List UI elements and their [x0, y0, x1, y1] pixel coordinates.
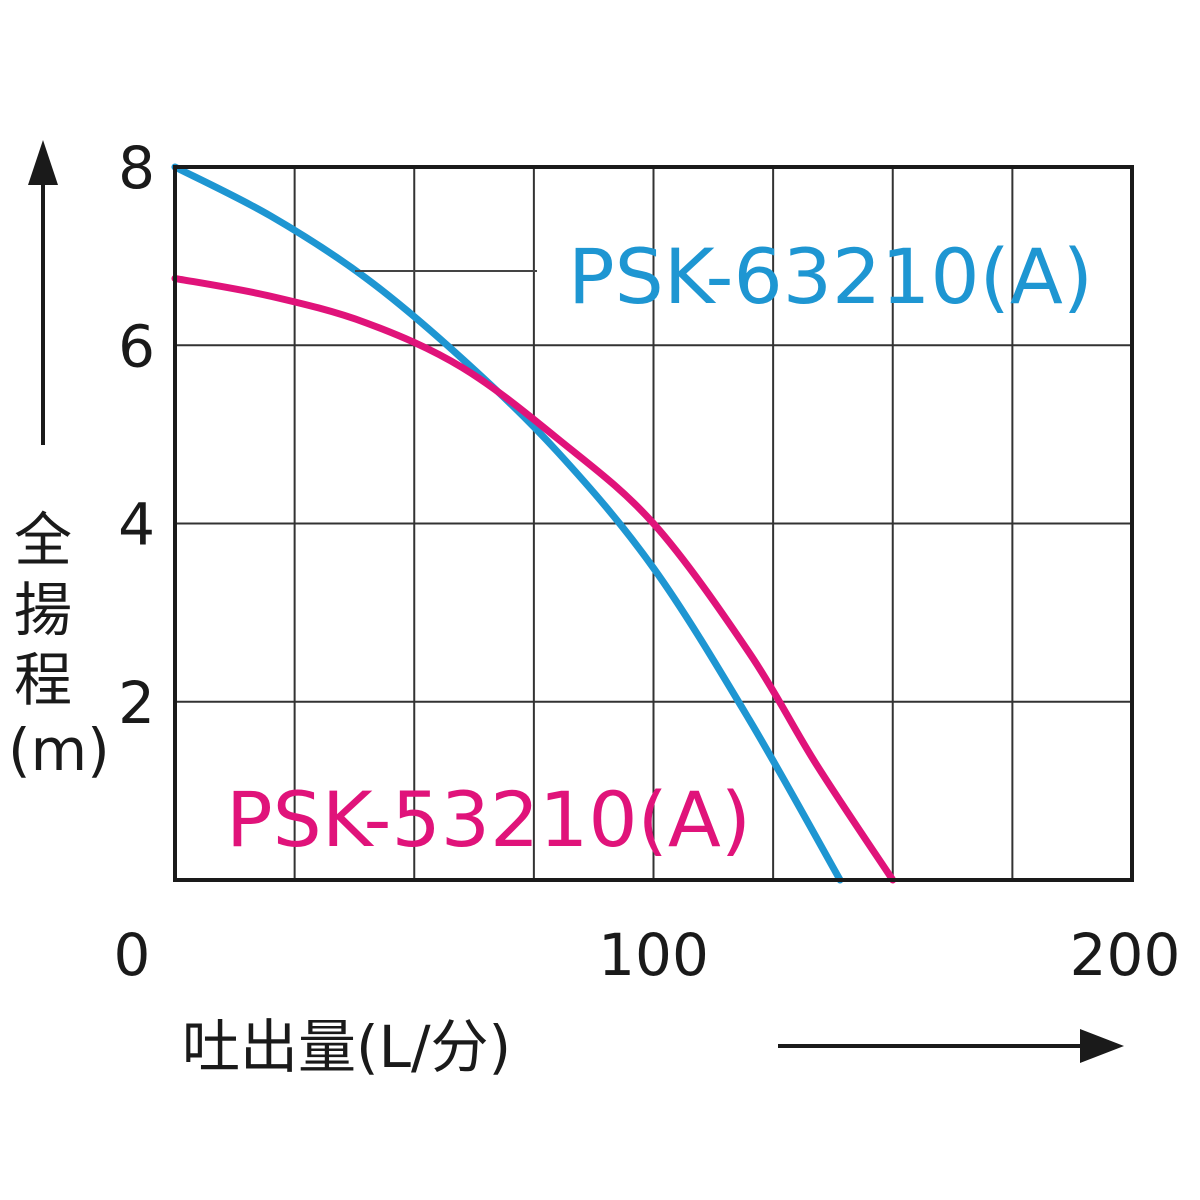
- x-tick-labels: 0 100 200: [114, 921, 1181, 989]
- y-axis-label: 全揚程(m): [8, 506, 110, 784]
- x-axis-arrow-head: [1080, 1029, 1124, 1063]
- x-axis-label: 吐出量(L/分): [182, 1013, 512, 1081]
- series-curves: [171, 163, 897, 884]
- series-label-psk-63210: PSK-63210(A): [568, 232, 1093, 321]
- x-tick-label: 100: [598, 921, 709, 989]
- y-tick-label: 2: [118, 669, 155, 737]
- y-tick-labels: 2 4 6 8: [118, 134, 155, 737]
- plot-frame: [173, 165, 1134, 882]
- y-tick-label: 6: [118, 312, 155, 380]
- series-line-psk-63210-a: [171, 163, 844, 884]
- y-tick-label: 4: [118, 491, 155, 559]
- x-tick-label: 200: [1070, 921, 1181, 989]
- x-tick-label: 0: [114, 921, 151, 989]
- y-tick-label: 8: [118, 134, 155, 202]
- series-line-psk-53210-a: [171, 274, 897, 884]
- series-label-psk-53210: PSK-53210(A): [226, 775, 751, 864]
- y-axis-arrow-head: [28, 140, 58, 185]
